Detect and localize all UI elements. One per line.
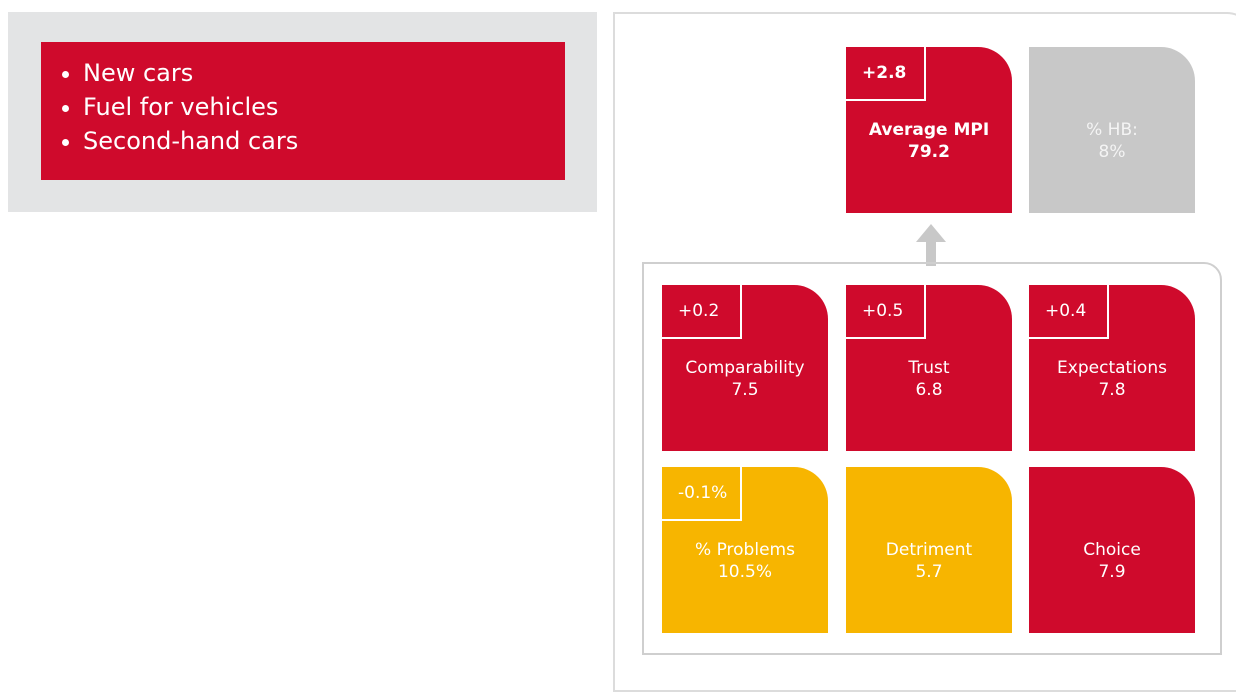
category: Fuel for vehicles [83,90,565,124]
tile-label: Comparability [685,358,805,378]
tile-value: 7.9 [1098,562,1126,582]
tile-value: 5.7 [915,562,943,582]
indicator-tile: +0.5 Trust 6.8 [846,285,1012,451]
category-list: New cars Fuel for vehicles Second-hand c… [41,42,565,180]
indicator-tile: Detriment 5.7 [846,467,1012,633]
tile-label: Choice [1083,540,1141,560]
mpi-tile: +2.8 Average MPI 79.2 [846,47,1012,213]
arrow [916,224,946,266]
tile-text: Expectations 7.8 [1029,357,1195,401]
components-box [642,262,1222,655]
category-panel: New cars Fuel for vehicles Second-hand c… [8,12,597,212]
indicator-tile: -0.1% % Problems 10.5% [662,467,828,633]
tile-text: Trust 6.8 [846,357,1012,401]
indicator-tile: Choice 7.9 [1029,467,1195,633]
tile-badge: +0.2 [662,285,742,339]
tile-value: 10.5% [717,562,772,582]
mpi-badge: +2.8 [846,47,926,101]
tile-value: 7.5 [731,380,759,400]
mpi-label: Average MPI [868,120,990,140]
tile-value: 7.8 [1098,380,1126,400]
tile-value: 6.8 [915,380,943,400]
tile-label: Trust [908,358,950,378]
tile-text: Comparability 7.5 [662,357,828,401]
indicator-tile: +0.2 Comparability 7.5 [662,285,828,451]
tile-badge: +0.4 [1029,285,1109,339]
hb-tile: % HB: 8% [1029,47,1195,213]
tile-text: % Problems 10.5% [662,539,828,583]
hb-value: 8% [1098,142,1126,162]
tile-label: Detriment [885,540,973,560]
tile-text: Detriment 5.7 [846,539,1012,583]
mpi-value: 79.2 [908,142,950,162]
tile-badge: -0.1% [662,467,742,521]
tile-text: Choice 7.9 [1029,539,1195,583]
tile-label: Expectations [1057,358,1167,378]
indicator-tile: +0.4 Expectations 7.8 [1029,285,1195,451]
category: Second-hand cars [83,124,565,158]
category: New cars [83,56,565,90]
tile-badge: +0.5 [846,285,926,339]
hb-label: % HB: [1086,120,1138,140]
tile-label: % Problems [695,540,795,560]
